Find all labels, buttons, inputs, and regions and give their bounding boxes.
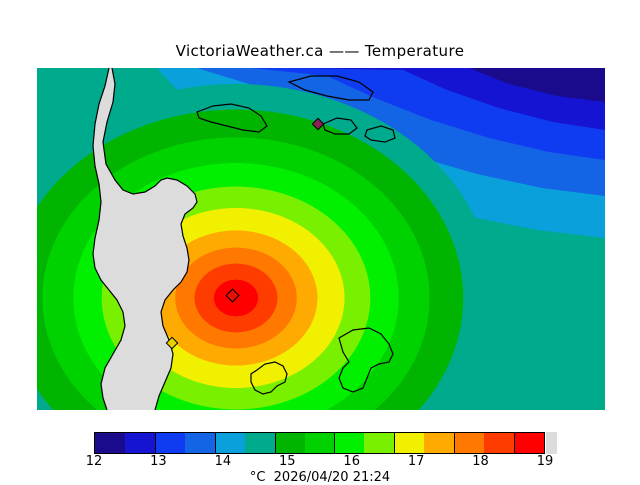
page-title: VictoriaWeather.ca —— Temperature — [175, 42, 465, 60]
colorbar-swatch-5 — [244, 433, 275, 453]
colorbar-swatch-2 — [154, 433, 185, 453]
station-marker-harbour[interactable] — [225, 288, 240, 303]
colorbar-swatch-4 — [214, 433, 245, 453]
colorbar-tick-16: 16 — [343, 454, 360, 469]
colorbar-swatch-1 — [124, 433, 155, 453]
station-markers — [165, 117, 325, 350]
temperature-map-svg — [37, 68, 605, 410]
colorbar-tick-17: 17 — [407, 454, 425, 469]
colorbar-swatch-7 — [304, 433, 335, 453]
colorbar-divider-8 — [334, 433, 336, 453]
colorbar-divider-6 — [274, 433, 276, 453]
colorbar-divider-4 — [214, 433, 216, 453]
colorbar-swatch-13 — [484, 433, 515, 453]
colorbar-swatch-3 — [184, 433, 215, 453]
colorbar-divider-14 — [514, 433, 516, 453]
colorbar-tick-12: 12 — [85, 454, 103, 469]
colorbar-tick-13: 13 — [150, 454, 167, 469]
colorbar-tick-18: 18 — [472, 454, 489, 469]
colorbar-divider-10 — [394, 433, 396, 453]
colorbar-swatch-6 — [274, 433, 305, 453]
coastline-outlines — [92, 68, 396, 410]
colorbar-tick-15: 15 — [279, 454, 296, 469]
colorbar-swatch-11 — [424, 433, 455, 453]
colorbar-caption: °C 2026/04/20 21:24 — [249, 470, 391, 485]
colorbar-tick-14: 14 — [214, 454, 232, 469]
colorbar-swatches[interactable] — [94, 432, 545, 454]
colorbar-swatch-14 — [514, 433, 545, 453]
colorbar-swatch-10 — [394, 433, 425, 453]
colorbar-divider-2 — [154, 433, 156, 453]
station-marker-southwest[interactable] — [165, 336, 179, 350]
colorbar-swatch-8 — [334, 433, 365, 453]
colorbar-overflow-swatch — [546, 432, 557, 454]
colorbar-swatch-9 — [364, 433, 395, 453]
station-marker-north-strait[interactable] — [311, 117, 325, 131]
colorbar-divider-12 — [454, 433, 456, 453]
temperature-map-panel — [37, 68, 605, 410]
colorbar-tick-labels: 12 13 14 15 16 17 18 19 — [0, 454, 640, 470]
colorbar-swatch-12 — [454, 433, 485, 453]
colorbar: 12 13 14 15 16 17 18 19 °C 2026/04/20 21:24 — [0, 425, 640, 485]
colorbar-swatch-0 — [95, 433, 125, 453]
colorbar-tick-19: 19 — [536, 454, 554, 469]
